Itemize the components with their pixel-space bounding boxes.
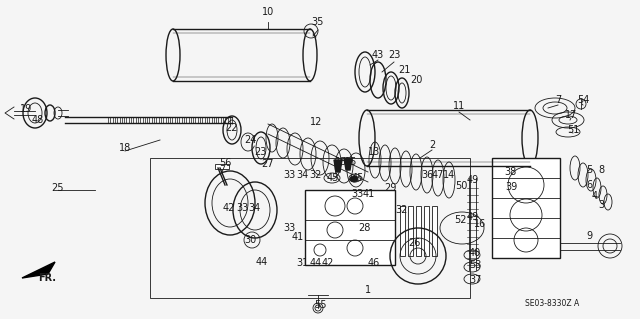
Polygon shape xyxy=(344,158,352,170)
Bar xyxy=(416,206,421,256)
Text: FR.: FR. xyxy=(38,273,56,283)
Text: 7: 7 xyxy=(555,95,561,105)
Text: 2: 2 xyxy=(429,140,435,150)
Text: 45: 45 xyxy=(327,173,339,183)
Text: 15: 15 xyxy=(345,157,357,167)
Text: 27: 27 xyxy=(262,159,275,169)
Text: 40: 40 xyxy=(469,248,481,258)
Text: 44: 44 xyxy=(310,258,322,268)
Polygon shape xyxy=(334,160,342,172)
Bar xyxy=(215,164,229,169)
Text: 16: 16 xyxy=(474,219,486,229)
Text: 23: 23 xyxy=(254,147,266,157)
Text: 50: 50 xyxy=(455,181,467,191)
Text: 18: 18 xyxy=(119,143,131,153)
Text: 9: 9 xyxy=(586,231,592,241)
Bar xyxy=(492,158,560,258)
Text: 17: 17 xyxy=(565,110,577,120)
Text: 48: 48 xyxy=(32,115,44,125)
Text: 33: 33 xyxy=(351,189,363,199)
Text: 19: 19 xyxy=(20,104,32,114)
Text: 20: 20 xyxy=(410,75,422,85)
Bar xyxy=(150,158,470,298)
Text: 21: 21 xyxy=(398,65,410,75)
Text: 34: 34 xyxy=(248,203,260,213)
Text: 11: 11 xyxy=(453,101,465,111)
Text: 38: 38 xyxy=(504,167,516,177)
Text: 41: 41 xyxy=(292,232,304,242)
Text: 42: 42 xyxy=(322,258,334,268)
Bar xyxy=(432,206,437,256)
Text: 29: 29 xyxy=(384,183,396,193)
Text: 49: 49 xyxy=(467,175,479,185)
Text: 25: 25 xyxy=(51,183,63,193)
Text: 43: 43 xyxy=(372,50,384,60)
Text: 24: 24 xyxy=(244,135,256,145)
Text: 1: 1 xyxy=(365,285,371,295)
Text: 26: 26 xyxy=(408,238,420,248)
Text: 41: 41 xyxy=(363,189,375,199)
Text: 31: 31 xyxy=(296,258,308,268)
Text: 4: 4 xyxy=(592,191,598,201)
Text: 36: 36 xyxy=(421,170,433,180)
Text: 47: 47 xyxy=(432,170,444,180)
Text: 12: 12 xyxy=(310,117,322,127)
Text: 28: 28 xyxy=(358,223,370,233)
Text: SE03-8330Z A: SE03-8330Z A xyxy=(525,300,579,308)
Text: 10: 10 xyxy=(262,7,274,17)
Ellipse shape xyxy=(350,176,358,182)
Text: 52: 52 xyxy=(454,215,467,225)
Polygon shape xyxy=(22,262,55,278)
Text: 51: 51 xyxy=(567,125,579,135)
Text: 23: 23 xyxy=(388,50,400,60)
Text: 56: 56 xyxy=(219,158,231,168)
Text: 8: 8 xyxy=(598,165,604,175)
Text: 30: 30 xyxy=(244,235,256,245)
Text: 33: 33 xyxy=(283,223,295,233)
Text: 13: 13 xyxy=(368,147,380,157)
Text: 35: 35 xyxy=(312,17,324,27)
Text: 55: 55 xyxy=(314,300,326,310)
Text: 32: 32 xyxy=(395,205,407,215)
Bar xyxy=(424,206,429,256)
Text: 14: 14 xyxy=(443,170,455,180)
Text: 42: 42 xyxy=(223,203,235,213)
Text: 5: 5 xyxy=(586,165,592,175)
Text: 54: 54 xyxy=(577,95,589,105)
Bar xyxy=(400,206,405,256)
Text: 33: 33 xyxy=(283,170,295,180)
Text: 3: 3 xyxy=(598,200,604,210)
Text: 15: 15 xyxy=(335,157,347,167)
Text: 53: 53 xyxy=(469,260,481,270)
Text: 33: 33 xyxy=(236,203,248,213)
Bar xyxy=(305,190,395,265)
Bar xyxy=(408,206,413,256)
Text: 46: 46 xyxy=(368,258,380,268)
Text: 39: 39 xyxy=(505,182,517,192)
Text: 6: 6 xyxy=(586,180,592,190)
Text: 45: 45 xyxy=(352,173,364,183)
Text: 49: 49 xyxy=(467,212,479,222)
Text: 37: 37 xyxy=(469,275,481,285)
Text: 44: 44 xyxy=(256,257,268,267)
Text: 34: 34 xyxy=(296,170,308,180)
Text: 22: 22 xyxy=(226,123,238,133)
Text: 32: 32 xyxy=(309,170,321,180)
